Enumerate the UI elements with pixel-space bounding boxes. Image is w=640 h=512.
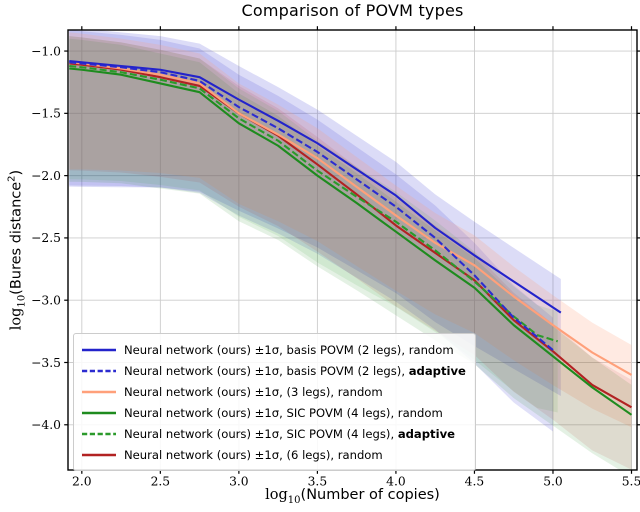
line-6legs-random [69,62,633,409]
y-tick-label: −3.0 [31,294,61,308]
line-basis-povm-2legs-random [69,59,562,314]
legend-label: Neural network (ours) ±1σ, basis POVM (2… [124,363,466,378]
line-3legs-random [69,61,633,376]
x-tick-label: 5.0 [543,475,563,489]
legend-item-6legs-random: Neural network (ours) ±1σ, (6 legs), ran… [81,444,466,465]
legend-label: Neural network (ours) ±1σ, SIC POVM (4 l… [124,405,443,420]
line-basis-povm-2legs-adaptive [69,61,554,351]
x-tick-label: 3.5 [308,475,328,489]
x-tick-label: 3.0 [229,475,249,489]
legend-line-sample-basis-povm-2legs-adaptive [82,369,116,372]
x-tick-label: 2.5 [151,475,171,489]
y-tick-label: −2.5 [31,231,61,245]
tick-labels: 2.0 2.5 3.0 3.5 4.0 4.5 5.0 5.5 −1.0 −1.5 −2.0 −2.5… [31,44,640,488]
band-basis-povm-2legs-random [69,30,561,396]
x-tick-label: 2.0 [72,475,92,489]
legend-item-basis-povm-2legs-adaptive: Neural network (ours) ±1σ, basis POVM (2… [81,360,466,381]
legend-label: Neural network (ours) ±1σ, (3 legs), ran… [124,384,383,399]
line-sic-povm-4legs-random [69,67,633,416]
y-tick-label: −4.0 [31,418,61,432]
line-sic-povm-4legs-adaptive [69,64,558,343]
legend-item-basis-povm-2legs-random: Neural network (ours) ±1σ, basis POVM (2… [81,339,466,360]
x-axis-label: log10(Number of copies) [265,487,440,506]
data-lines [69,59,633,416]
legend-label: Neural network (ours) ±1σ, (6 legs), ran… [124,447,383,462]
confidence-bands [69,30,632,470]
band-sic-povm-4legs-random [69,38,632,470]
y-tick-label: −2.0 [31,169,61,183]
legend-line-sample-6legs-random [82,453,116,456]
x-tick-label: 4.5 [465,475,485,489]
y-tick-label: −1.0 [31,44,61,58]
chart-title: Comparison of POVM types [241,1,464,20]
legend-item-sic-povm-4legs-random: Neural network (ours) ±1σ, SIC POVM (4 l… [81,402,466,423]
y-tick-label: −1.5 [31,107,61,121]
legend-line-sample-3legs-random [82,390,116,393]
y-tick-label: −3.5 [31,356,61,370]
y-axis-label: log10(Bures distance2) [6,169,28,331]
legend-label: Neural network (ours) ±1σ, basis POVM (2… [124,342,454,357]
x-tick-label: 4.0 [386,475,406,489]
legend-line-sample-sic-povm-4legs-random [82,411,116,414]
band-6legs-random [69,36,632,470]
legend-label: Neural network (ours) ±1σ, SIC POVM (4 l… [124,426,455,441]
band-3legs-random [69,32,632,428]
x-tick-label: 5.5 [622,475,640,489]
band-sic-povm-4legs-adaptive [69,36,558,413]
legend-item-3legs-random: Neural network (ours) ±1σ, (3 legs), ran… [81,381,466,402]
legend-line-sample-sic-povm-4legs-adaptive [82,432,116,435]
legend-box: Neural network (ours) ±1σ, basis POVM (2… [73,333,476,471]
legend-line-sample-basis-povm-2legs-random [82,348,116,351]
band-basis-povm-2legs-adaptive [69,30,553,432]
legend-item-sic-povm-4legs-adaptive: Neural network (ours) ±1σ, SIC POVM (4 l… [81,423,466,444]
